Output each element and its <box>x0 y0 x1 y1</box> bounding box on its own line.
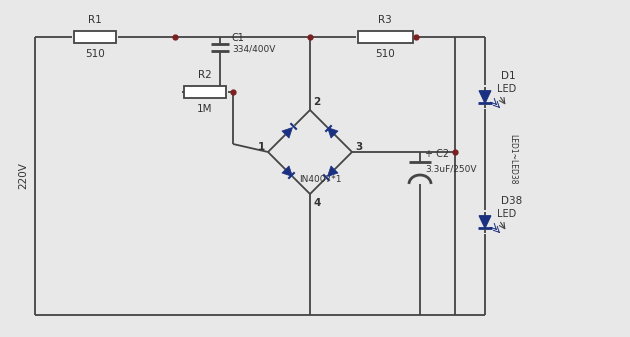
FancyBboxPatch shape <box>184 86 226 98</box>
Text: D1: D1 <box>501 71 515 81</box>
Text: IN4007*1: IN4007*1 <box>299 175 341 184</box>
Text: D38: D38 <box>501 196 522 206</box>
Text: 510: 510 <box>375 49 395 59</box>
Text: R1: R1 <box>88 15 102 25</box>
Text: C1: C1 <box>232 33 245 43</box>
Polygon shape <box>282 166 292 177</box>
Polygon shape <box>328 166 338 177</box>
Polygon shape <box>282 127 292 138</box>
Text: 2: 2 <box>313 97 320 107</box>
Text: + C2: + C2 <box>425 149 449 159</box>
Text: 4: 4 <box>313 198 321 208</box>
Polygon shape <box>328 127 338 138</box>
Text: LED: LED <box>497 84 516 94</box>
Polygon shape <box>479 91 491 103</box>
Text: LED: LED <box>497 209 516 219</box>
Text: 1M: 1M <box>197 104 213 114</box>
Text: 510: 510 <box>85 49 105 59</box>
FancyBboxPatch shape <box>357 31 413 43</box>
Polygon shape <box>479 216 491 228</box>
Text: 3: 3 <box>355 142 362 152</box>
Text: LED1~LED38: LED1~LED38 <box>508 134 517 185</box>
Text: R3: R3 <box>378 15 392 25</box>
Text: 334/400V: 334/400V <box>232 45 275 54</box>
Text: 1: 1 <box>258 142 265 152</box>
Text: 220V: 220V <box>18 162 28 189</box>
Text: R2: R2 <box>198 70 212 80</box>
Text: 3.3uF/250V: 3.3uF/250V <box>425 165 476 174</box>
FancyBboxPatch shape <box>74 31 116 43</box>
